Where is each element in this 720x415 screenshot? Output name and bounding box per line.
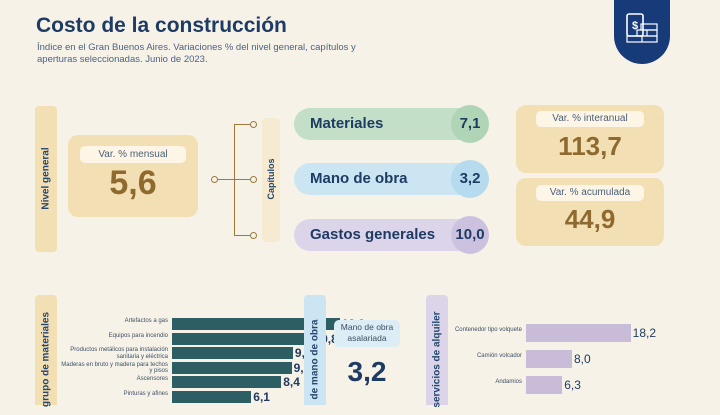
bar (172, 347, 293, 359)
var-mensual-value: 5,6 (109, 164, 157, 202)
mano-obra-tag-text: Mano de obra asalariada (340, 322, 394, 343)
bar (526, 324, 631, 342)
bar-category-label: Ascensores (136, 376, 168, 382)
chapter-label: Gastos generales (310, 226, 436, 243)
alquiler-bar-chart: Contenedor tipo volquete 18,2 Camión volca… (448, 318, 670, 405)
mano-obra-group-label: de mano de obra (309, 319, 321, 400)
bar-category-label: Andamios (495, 379, 522, 385)
bar-category-label: Camión volcador (476, 353, 522, 359)
connector-dot (250, 121, 257, 128)
bar-category-label: Artefactos a gas (124, 318, 168, 324)
calculator-brick-wall-icon: $ (626, 13, 658, 43)
bar (172, 361, 292, 374)
connector-line (234, 235, 252, 237)
connector-line (217, 179, 235, 181)
alquiler-sidebar (426, 295, 448, 405)
bar-value-label: 8,0 (574, 352, 591, 366)
bar (172, 318, 340, 330)
bar-category-label: Maderas en bruto y madera para techos y … (61, 361, 168, 375)
mano-obra-sidebar (304, 295, 326, 405)
bar-category-label: Productos metálicos para instalación san… (70, 347, 168, 360)
chapter-value-circle: 3,2 (451, 160, 489, 198)
svg-text:$: $ (632, 20, 638, 32)
materiales-group-label: grupo de materiales (40, 311, 52, 408)
var-acumulada-tag: Var. % acumulada (536, 185, 644, 201)
var-acumulada-value: 44,9 (564, 204, 616, 234)
bar (526, 350, 572, 368)
materiales-sidebar (35, 295, 57, 405)
bar (172, 376, 282, 388)
connector-dot (250, 176, 257, 183)
connector-line (234, 179, 252, 181)
page-title: Costo de la construcción (36, 14, 287, 37)
nivel-general-sidebar (35, 106, 57, 252)
connector-dot (250, 232, 257, 239)
var-interanual-value: 113,7 (558, 131, 622, 161)
mano-obra-value: 3,2 (347, 356, 387, 387)
capitulos-sidebar (262, 118, 280, 242)
bar-value-label: 18,2 (632, 326, 656, 340)
chapter-pill-materiales: Materiales (294, 108, 474, 140)
nivel-general-label: Nivel general (40, 147, 52, 210)
connector-line (234, 124, 252, 126)
logo: $ (614, 0, 670, 64)
chapter-label: Materiales (310, 115, 384, 132)
bar (172, 332, 313, 345)
capitulos-label: Capítulos (266, 158, 276, 200)
chapter-value-circle: 10,0 (451, 216, 489, 254)
bar (172, 390, 252, 403)
var-interanual-tag: Var. % interanual (536, 111, 644, 127)
bar-value-label: 6,1 (253, 389, 270, 404)
chapter-label: Mano de obra (310, 170, 408, 187)
mano-obra-tag (334, 320, 400, 347)
bar (526, 376, 563, 394)
chapter-pill-gastos-generales: Gastos generales (294, 219, 474, 251)
var-mensual-tag: Var. % mensual (80, 146, 186, 163)
bar-value-label: 8,4 (283, 375, 300, 389)
bar-category-label: Contenedor tipo volquete (454, 327, 522, 333)
bar-category-label: Pinturas y afines (123, 390, 168, 397)
page-subtitle: Índice en el Gran Buenos Aires. Variacio… (37, 42, 356, 65)
materiales-bar-chart: Artefactos a gas12,9Equipos para incendi… (60, 312, 365, 405)
bar-category-label: Equipos para incendio (108, 332, 168, 339)
bar-value-label: 6,3 (564, 378, 581, 392)
alquiler-group-label: servicios de alquiler (431, 311, 443, 408)
chapter-value-circle: 7,1 (451, 105, 489, 143)
chapter-pill-mano-de-obra: Mano de obra (294, 163, 474, 195)
